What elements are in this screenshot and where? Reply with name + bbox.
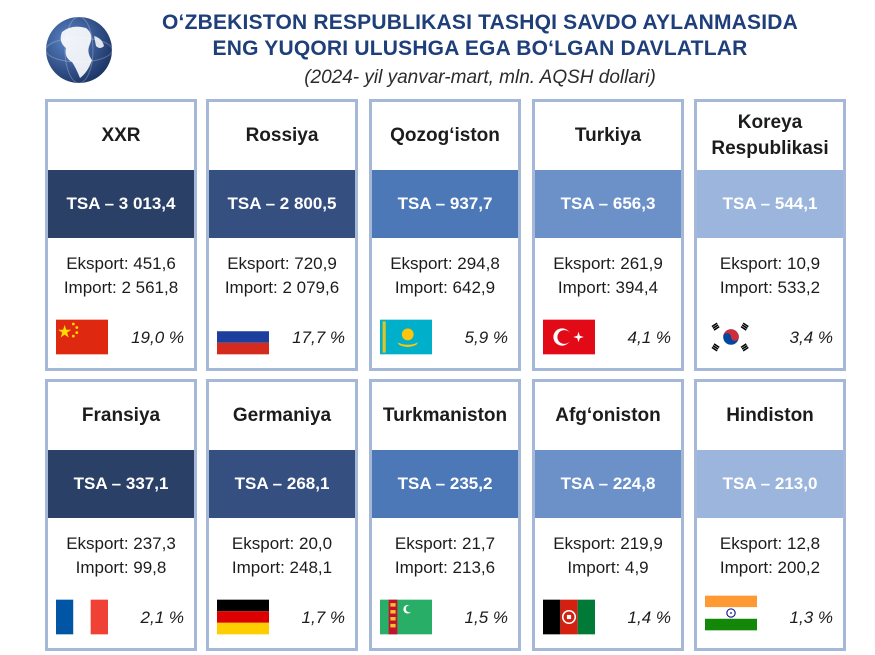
trade-values: Eksport: 451,6 Import: 2 561,8 <box>48 252 194 300</box>
germany-flag-icon <box>217 598 269 636</box>
share-percent: 4,1 % <box>627 328 671 347</box>
tsa-band: TSA – 656,3 <box>535 170 681 238</box>
tsa-band: TSA – 3 013,4 <box>48 170 194 238</box>
import-value: Import: 642,9 <box>394 278 496 297</box>
trade-values: Eksport: 219,9 Import: 4,9 <box>535 532 681 580</box>
globe-icon <box>45 16 113 84</box>
country-name: XXR <box>101 125 141 146</box>
country-name: Turkiya <box>574 125 642 146</box>
afghanistan-flag-icon <box>543 598 595 636</box>
import-value: Import: 4,9 <box>567 558 649 577</box>
country-name: Qozog‘iston <box>390 125 500 146</box>
export-value: Eksport: 237,3 <box>66 534 176 553</box>
country-card-germany: Germaniya TSA – 268,1 Eksport: 20,0 Impo… <box>206 379 358 651</box>
tsa-band: TSA – 224,8 <box>535 450 681 518</box>
country-card-france: Fransiya TSA – 337,1 Eksport: 237,3 Impo… <box>45 379 197 651</box>
export-value: Eksport: 12,8 <box>719 534 821 553</box>
russia-flag-icon <box>217 318 269 356</box>
export-value: Eksport: 219,9 <box>553 534 663 553</box>
trade-values: Eksport: 720,9 Import: 2 079,6 <box>209 252 355 300</box>
country-name: Germaniya <box>232 405 332 426</box>
country-card-afghanistan: Afg‘oniston TSA – 224,8 Eksport: 219,9 I… <box>532 379 684 651</box>
share-percent: 5,9 % <box>464 328 508 347</box>
import-value: Import: 533,2 <box>719 278 821 297</box>
export-value: Eksport: 20,0 <box>231 534 333 553</box>
share-percent: 3,4 % <box>789 328 833 347</box>
trade-values: Eksport: 12,8 Import: 200,2 <box>697 532 843 580</box>
page-subtitle: (2024- yil yanvar-mart, mln. AQSH dollar… <box>304 67 656 88</box>
country-name: Rossiya <box>245 125 319 146</box>
country-card-turkmenistan: Turkmaniston TSA – 235,2 Eksport: 21,7 I… <box>369 379 521 651</box>
trade-values: Eksport: 10,9 Import: 533,2 <box>697 252 843 300</box>
tsa-band: TSA – 213,0 <box>697 450 843 518</box>
share-percent: 1,5 % <box>464 608 508 627</box>
china-flag-icon <box>56 318 108 356</box>
tsa-band: TSA – 937,7 <box>372 170 518 238</box>
share-percent: 1,7 % <box>301 608 345 627</box>
trade-values: Eksport: 294,8 Import: 642,9 <box>372 252 518 300</box>
country-card-turkey: Turkiya TSA – 656,3 Eksport: 261,9 Impor… <box>532 99 684 371</box>
import-value: Import: 394,4 <box>557 278 659 297</box>
country-name: Koreya Respublikasi <box>711 112 829 159</box>
export-value: Eksport: 294,8 <box>390 254 500 273</box>
country-name: Turkmaniston <box>382 405 508 426</box>
share-percent: 19,0 % <box>131 328 184 347</box>
export-value: Eksport: 720,9 <box>227 254 337 273</box>
import-value: Import: 200,2 <box>719 558 821 577</box>
trade-values: Eksport: 237,3 Import: 99,8 <box>48 532 194 580</box>
country-name: Afg‘oniston <box>555 405 661 426</box>
import-value: Import: 99,8 <box>75 558 167 577</box>
tsa-band: TSA – 268,1 <box>209 450 355 518</box>
trade-values: Eksport: 21,7 Import: 213,6 <box>372 532 518 580</box>
south-korea-flag-icon <box>705 318 757 356</box>
india-flag-icon <box>705 594 757 632</box>
tsa-band: TSA – 235,2 <box>372 450 518 518</box>
title-line-1: O‘ZBEKISTON RESPUBLIKASI TASHQI SAVDO AY… <box>162 11 798 34</box>
country-card-india: Hindiston TSA – 213,0 Eksport: 12,8 Impo… <box>694 379 846 651</box>
share-percent: 1,3 % <box>789 608 833 627</box>
country-card-south-korea: Koreya Respublikasi TSA – 544,1 Eksport:… <box>694 99 846 371</box>
kazakhstan-flag-icon <box>380 318 432 356</box>
turkmenistan-flag-icon <box>380 598 432 636</box>
share-percent: 1,4 % <box>627 608 671 627</box>
share-percent: 17,7 % <box>292 328 345 347</box>
country-card-china: XXR TSA – 3 013,4 Eksport: 451,6 Import:… <box>45 99 197 371</box>
import-value: Import: 2 561,8 <box>63 278 179 297</box>
country-name: Fransiya <box>81 405 161 426</box>
share-percent: 2,1 % <box>140 608 184 627</box>
import-value: Import: 2 079,6 <box>224 278 340 297</box>
tsa-band: TSA – 337,1 <box>48 450 194 518</box>
import-value: Import: 248,1 <box>231 558 333 577</box>
page-title: O‘ZBEKISTON RESPUBLIKASI TASHQI SAVDO AY… <box>120 10 840 62</box>
country-card-russia: Rossiya TSA – 2 800,5 Eksport: 720,9 Imp… <box>206 99 358 371</box>
tsa-band: TSA – 544,1 <box>697 170 843 238</box>
export-value: Eksport: 261,9 <box>553 254 663 273</box>
france-flag-icon <box>56 598 108 636</box>
trade-values: Eksport: 261,9 Import: 394,4 <box>535 252 681 300</box>
title-line-2: ENG YUQORI ULUSHGA EGA BO‘LGAN DAVLATLAR <box>212 37 748 60</box>
export-value: Eksport: 10,9 <box>719 254 821 273</box>
tsa-band: TSA – 2 800,5 <box>209 170 355 238</box>
turkey-flag-icon <box>543 318 595 356</box>
export-value: Eksport: 21,7 <box>394 534 496 553</box>
country-card-kazakhstan: Qozog‘iston TSA – 937,7 Eksport: 294,8 I… <box>369 99 521 371</box>
trade-values: Eksport: 20,0 Import: 248,1 <box>209 532 355 580</box>
export-value: Eksport: 451,6 <box>66 254 176 273</box>
import-value: Import: 213,6 <box>394 558 496 577</box>
country-name: Hindiston <box>726 405 814 426</box>
